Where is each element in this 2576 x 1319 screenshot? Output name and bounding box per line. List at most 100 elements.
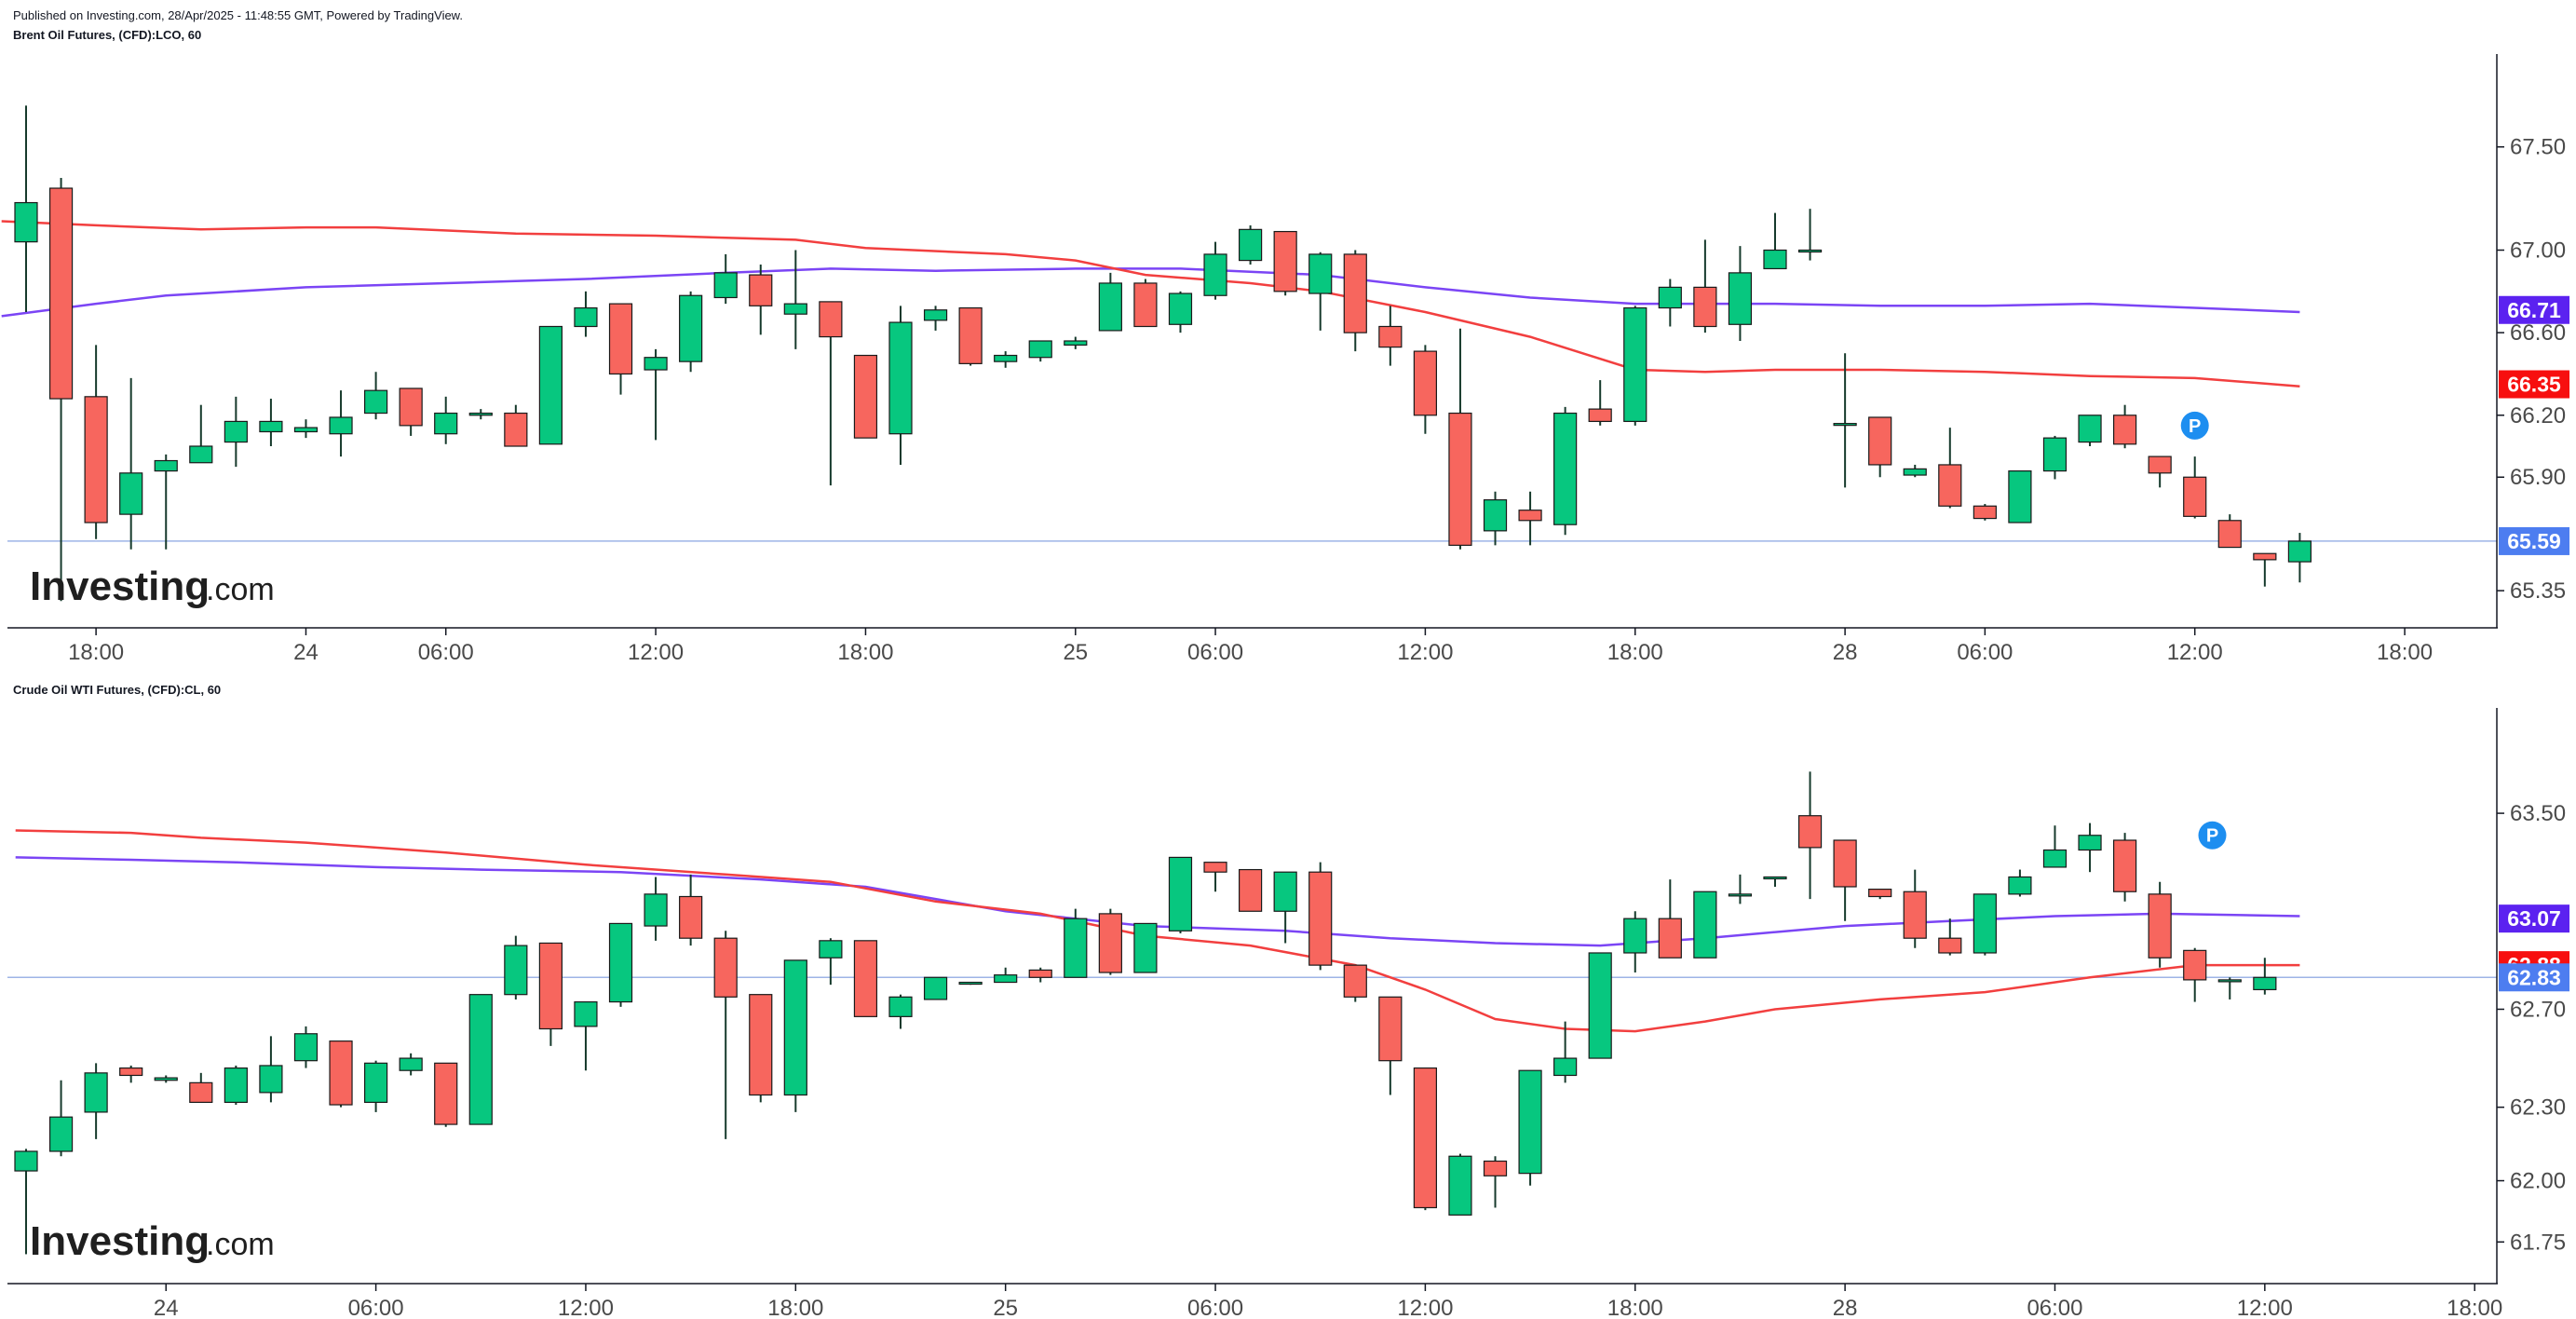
candle-body — [679, 895, 703, 939]
y-tick-label: 61.75 — [2510, 1230, 2566, 1255]
candle-body — [1098, 913, 1122, 973]
price-badge: 66.35 — [2499, 370, 2569, 399]
candle-body — [189, 1081, 213, 1103]
candle-body — [468, 412, 493, 416]
x-tick-label: 18:00 — [2377, 640, 2433, 665]
x-tick-label: 12:00 — [558, 1296, 614, 1319]
y-tick-label: 67.50 — [2510, 135, 2566, 160]
y-tick-label: 62.30 — [2510, 1095, 2566, 1121]
candle-down — [1413, 1067, 1438, 1211]
candle-body — [189, 445, 213, 464]
candle-up — [1133, 922, 1158, 973]
candle-body — [1903, 891, 1927, 939]
candle-body — [1763, 876, 1787, 880]
y-tick-label: 66.20 — [2510, 403, 2566, 428]
candle-down — [1133, 279, 1158, 328]
y-tick-label: 67.00 — [2510, 238, 2566, 264]
candle-body — [329, 416, 353, 435]
candle-body — [958, 981, 983, 986]
candle-body — [434, 412, 458, 435]
candle-down — [1378, 996, 1403, 1095]
candle-up — [1483, 491, 1508, 546]
candle-up — [1064, 908, 1088, 978]
candle-up — [994, 967, 1018, 984]
candle-body — [2183, 476, 2207, 517]
candle-up — [1973, 893, 1997, 956]
candle-up — [2078, 823, 2102, 873]
candle-up — [2008, 869, 2032, 897]
logo-main-text: Investing — [30, 1218, 210, 1264]
price-badge: 65.59 — [2499, 526, 2569, 555]
candle-down — [1903, 869, 1927, 948]
x-tick-label: 12:00 — [628, 640, 684, 665]
x-tick-label: 12:00 — [2237, 1296, 2293, 1319]
candle-up — [293, 1026, 319, 1068]
candle-up — [783, 250, 807, 349]
candle-up — [14, 105, 38, 312]
candle-down — [1518, 491, 1542, 546]
candle-body — [259, 1065, 283, 1094]
candle-body — [2217, 979, 2242, 983]
candle-down — [1343, 964, 1367, 1002]
candle-body — [224, 1067, 248, 1103]
candle-down — [1028, 967, 1052, 983]
ma-slow-line — [1, 267, 2300, 318]
candle-body — [888, 321, 913, 435]
candle-body — [1553, 1057, 1578, 1077]
candle-down — [1833, 839, 1857, 921]
candle-up — [888, 306, 913, 465]
candle-body — [2113, 415, 2137, 445]
candle-body — [293, 427, 319, 433]
candle-body — [1133, 922, 1158, 973]
candle-body — [1693, 891, 1717, 959]
candle-up — [1238, 224, 1263, 265]
candle-up — [189, 404, 213, 464]
candle-up — [574, 291, 598, 337]
candle-down — [2217, 514, 2242, 549]
candle-body — [119, 1067, 143, 1077]
candle-body — [608, 922, 633, 1003]
candle-body — [1553, 412, 1578, 525]
candle-body — [48, 1116, 74, 1152]
y-tick-label: 66.60 — [2510, 320, 2566, 346]
candle-body — [1028, 340, 1052, 359]
candle-up — [783, 959, 807, 1112]
x-tick-label: 18:00 — [837, 640, 893, 665]
x-tick-label: 25 — [993, 1296, 1018, 1319]
candle-up — [329, 390, 353, 457]
price-badge-label: 66.35 — [2507, 373, 2561, 397]
candle-down — [1203, 862, 1227, 892]
candle-down — [2183, 947, 2207, 1002]
ma-fast-line — [1, 220, 2300, 388]
candle-up — [2008, 469, 2032, 524]
p-marker-circle — [2180, 411, 2209, 440]
brent-panel: Brent Oil Futures, (CFD):LCO, 60 18:00 24 0… — [1, 28, 2569, 665]
candle-up — [1448, 1153, 1472, 1216]
candle-up — [14, 1149, 38, 1255]
candle-body — [119, 472, 143, 515]
candle-up — [224, 1065, 248, 1106]
x-tick-label: 06:00 — [1957, 640, 2013, 665]
candle-down — [749, 265, 773, 335]
candle-up — [1833, 353, 1857, 488]
candle-body — [853, 354, 878, 439]
candle-body — [1518, 510, 1542, 522]
candle-body — [644, 893, 668, 927]
candle-body — [958, 306, 983, 364]
y-tick-label: 63.50 — [2510, 801, 2566, 826]
x-tick-label: 06:00 — [348, 1296, 404, 1319]
x-tick-label: 28 — [1833, 1296, 1858, 1319]
candle-body — [644, 357, 668, 371]
candle-body — [2042, 849, 2068, 868]
candle-body — [1238, 228, 1263, 262]
candle-down — [1413, 345, 1438, 434]
candle-body — [1833, 423, 1857, 427]
logo-main-text: Investing — [30, 564, 210, 609]
candle-up — [538, 325, 563, 445]
candle-down — [1868, 889, 1892, 900]
candle-body — [224, 420, 248, 443]
candle-body — [1868, 889, 1892, 898]
x-tick-label: 18:00 — [1607, 1296, 1663, 1319]
candle-body — [1483, 1160, 1508, 1176]
candle-down — [84, 345, 108, 539]
